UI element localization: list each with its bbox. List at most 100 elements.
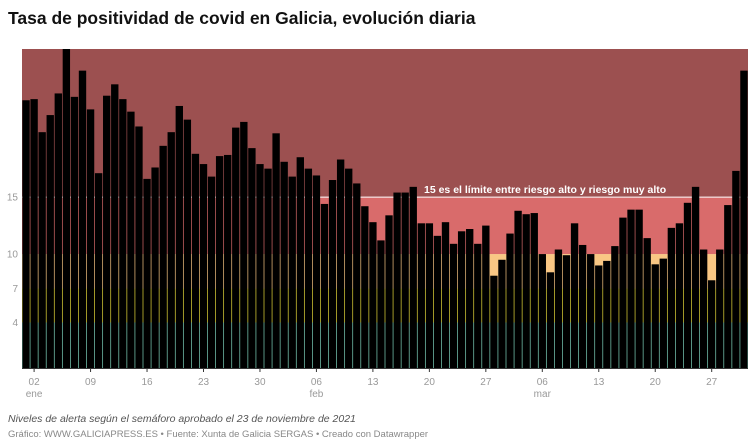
bar-02-ene[interactable] bbox=[30, 99, 38, 368]
bar-12-feb[interactable] bbox=[361, 206, 369, 368]
bar-11-ene[interactable] bbox=[103, 95, 111, 368]
bar-21-feb[interactable] bbox=[433, 235, 442, 368]
y-tick-label: 10 bbox=[7, 250, 19, 261]
bar-23-ene[interactable] bbox=[199, 164, 208, 368]
bar-14-ene[interactable] bbox=[127, 111, 135, 369]
bar-05-mar[interactable] bbox=[530, 213, 538, 368]
bar-27-feb[interactable] bbox=[482, 225, 490, 368]
bar-10-mar[interactable] bbox=[570, 223, 579, 368]
bar-07-ene[interactable] bbox=[70, 96, 79, 368]
bar-20-mar[interactable] bbox=[651, 264, 659, 368]
bar-15-ene[interactable] bbox=[135, 126, 143, 368]
x-tick-label: 20 bbox=[424, 377, 436, 388]
bar-14-feb[interactable] bbox=[377, 240, 385, 368]
bar-14-mar[interactable] bbox=[603, 260, 611, 368]
bar-22-ene[interactable] bbox=[191, 153, 200, 368]
bar-23-feb[interactable] bbox=[449, 243, 458, 368]
bar-27-ene[interactable] bbox=[232, 127, 240, 368]
bar-19-ene[interactable] bbox=[167, 132, 175, 368]
bar-05-feb[interactable] bbox=[304, 168, 313, 368]
bar-08-feb[interactable] bbox=[328, 180, 337, 368]
bar-09-ene[interactable] bbox=[86, 109, 95, 368]
bar-02-mar[interactable] bbox=[506, 233, 514, 368]
bar-22-mar[interactable] bbox=[667, 227, 676, 368]
bar-20-ene[interactable] bbox=[175, 105, 183, 368]
bar-15-feb[interactable] bbox=[385, 215, 393, 368]
bar-11-feb[interactable] bbox=[353, 183, 361, 368]
band-7-10 bbox=[22, 254, 748, 289]
bar-03-feb[interactable] bbox=[288, 176, 296, 368]
bar-28-mar[interactable] bbox=[716, 249, 724, 368]
bar-29-mar[interactable] bbox=[724, 205, 732, 368]
bar-06-mar[interactable] bbox=[538, 254, 546, 368]
bar-27-mar[interactable] bbox=[708, 280, 716, 368]
x-tick-label: 13 bbox=[367, 377, 379, 388]
bar-25-ene[interactable] bbox=[215, 156, 224, 368]
bar-26-mar[interactable] bbox=[699, 249, 708, 368]
bar-10-ene[interactable] bbox=[94, 173, 103, 368]
bar-30-ene[interactable] bbox=[256, 164, 264, 368]
bar-03-ene[interactable] bbox=[38, 132, 46, 368]
bar-01-feb[interactable] bbox=[272, 133, 280, 368]
bar-05-ene[interactable] bbox=[54, 93, 62, 369]
bar-13-feb[interactable] bbox=[369, 222, 377, 368]
bar-15-mar[interactable] bbox=[611, 246, 619, 368]
bar-06-ene[interactable] bbox=[62, 49, 71, 368]
bar-09-feb[interactable] bbox=[336, 159, 345, 368]
chart-note: Niveles de alerta según el semáforo apro… bbox=[8, 413, 356, 425]
bar-24-ene[interactable] bbox=[207, 176, 216, 368]
bar-31-mar[interactable] bbox=[740, 70, 748, 369]
bar-17-feb[interactable] bbox=[401, 192, 409, 368]
bar-17-ene[interactable] bbox=[151, 167, 159, 368]
bar-08-mar[interactable] bbox=[554, 249, 563, 368]
bar-10-feb[interactable] bbox=[345, 168, 353, 368]
bar-21-mar[interactable] bbox=[659, 258, 667, 368]
x-month-label: mar bbox=[534, 389, 552, 400]
bar-26-feb[interactable] bbox=[474, 243, 482, 368]
bar-29-ene[interactable] bbox=[248, 148, 256, 368]
bar-17-mar[interactable] bbox=[627, 209, 635, 368]
bar-23-mar[interactable] bbox=[675, 223, 684, 368]
bar-16-ene[interactable] bbox=[143, 178, 151, 368]
bar-04-mar[interactable] bbox=[522, 214, 530, 368]
bar-13-ene[interactable] bbox=[119, 99, 127, 368]
bar-18-mar[interactable] bbox=[635, 209, 643, 368]
bar-28-feb[interactable] bbox=[490, 275, 498, 368]
bar-18-ene[interactable] bbox=[159, 145, 167, 368]
bar-28-ene[interactable] bbox=[240, 121, 248, 369]
y-axis: 4 7 10 15 bbox=[7, 193, 748, 369]
bar-26-ene[interactable] bbox=[224, 154, 232, 368]
bar-24-mar[interactable] bbox=[683, 202, 692, 368]
bar-04-ene[interactable] bbox=[46, 115, 54, 368]
bar-25-feb[interactable] bbox=[466, 229, 474, 368]
bar-07-feb[interactable] bbox=[320, 203, 329, 368]
bar-01-mar[interactable] bbox=[498, 259, 506, 368]
bar-08-ene[interactable] bbox=[78, 70, 87, 369]
bar-19-feb[interactable] bbox=[417, 223, 425, 368]
bar-18-feb[interactable] bbox=[409, 186, 417, 368]
bar-03-mar[interactable] bbox=[514, 210, 522, 368]
bar-24-feb[interactable] bbox=[457, 231, 466, 368]
bar-25-mar[interactable] bbox=[691, 186, 700, 368]
bar-06-feb[interactable] bbox=[312, 175, 321, 368]
bar-02-feb[interactable] bbox=[280, 161, 288, 368]
bar-31-ene[interactable] bbox=[264, 168, 272, 368]
bar-16-mar[interactable] bbox=[619, 217, 627, 368]
bar-16-feb[interactable] bbox=[393, 192, 401, 368]
bar-04-feb[interactable] bbox=[296, 157, 304, 368]
x-tick-label: 16 bbox=[141, 377, 153, 388]
bar-09-mar[interactable] bbox=[562, 255, 571, 368]
band-4-7 bbox=[22, 288, 748, 323]
bar-13-mar[interactable] bbox=[595, 265, 603, 368]
bar-12-mar[interactable] bbox=[587, 254, 595, 368]
bar-12-ene[interactable] bbox=[111, 84, 119, 368]
bar-30-mar[interactable] bbox=[732, 170, 740, 368]
bar-21-ene[interactable] bbox=[183, 119, 192, 368]
bar-22-feb[interactable] bbox=[441, 222, 450, 368]
bar-19-mar[interactable] bbox=[643, 238, 651, 368]
bar-07-mar[interactable] bbox=[546, 272, 555, 368]
bar-20-feb[interactable] bbox=[425, 223, 434, 368]
bar-11-mar[interactable] bbox=[578, 244, 587, 368]
bar-01-ene[interactable] bbox=[22, 100, 30, 369]
